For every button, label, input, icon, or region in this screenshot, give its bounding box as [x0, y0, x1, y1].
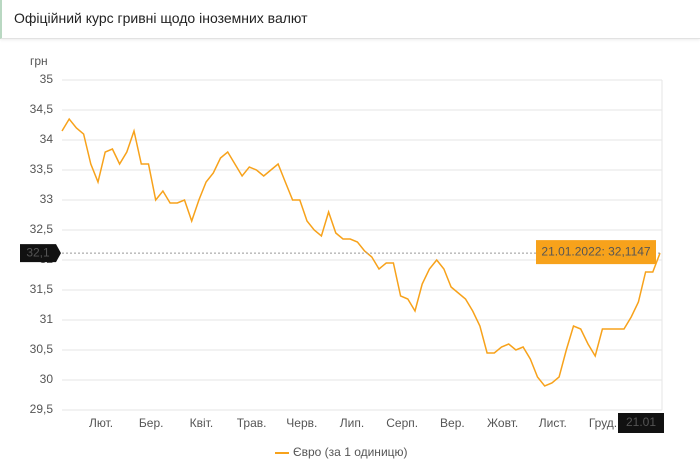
y-tick-label: 34: [40, 132, 54, 146]
crosshair-x-box: [618, 413, 664, 433]
tooltip-box: [536, 240, 656, 265]
y-tick-label: 33,5: [30, 162, 54, 176]
y-tick-label: 29,5: [30, 402, 54, 416]
y-tick-label: 30: [40, 372, 54, 386]
y-tick-label: 31: [40, 312, 54, 326]
crosshair-x-label: 21.01: [626, 415, 656, 429]
crosshair-y-box: [20, 244, 61, 263]
x-tick-label: Вер.: [440, 416, 465, 430]
y-tick-label: 35: [40, 72, 54, 86]
x-tick-label: Груд.: [589, 416, 617, 430]
header: Офіційний курс гривні щодо іноземних вал…: [0, 0, 700, 39]
x-tick-label: Жовт.: [487, 416, 518, 430]
header-title: Офіційний курс гривні щодо іноземних вал…: [14, 10, 308, 26]
x-tick-label: Квіт.: [190, 416, 214, 430]
x-tick-label: Лют.: [89, 416, 113, 430]
x-tick-label: Лип.: [340, 416, 364, 430]
y-tick-label: 32,5: [30, 222, 54, 236]
tooltip-text: 21.01.2022: 32,1147: [541, 244, 651, 258]
x-tick-label: Черв.: [286, 416, 317, 430]
x-tick-label: Трав.: [237, 416, 267, 430]
y-tick-label: 31,5: [30, 282, 54, 296]
x-tick-label: Серп.: [386, 416, 418, 430]
x-tick-label: Бер.: [139, 416, 164, 430]
series-line: [61, 117, 661, 387]
y-axis-label: грн: [30, 54, 48, 68]
y-tick-label: 30,5: [30, 342, 54, 356]
y-tick-label: 34,5: [30, 102, 54, 116]
legend-label[interactable]: Євро (за 1 одиницю): [293, 445, 408, 459]
x-tick-label: Лист.: [539, 416, 567, 430]
chart: грн 29,53030,53131,53232,53333,53434,535…: [20, 54, 664, 459]
y-tick-label: 33: [40, 192, 54, 206]
crosshair-y-label: 32,1: [26, 245, 50, 259]
